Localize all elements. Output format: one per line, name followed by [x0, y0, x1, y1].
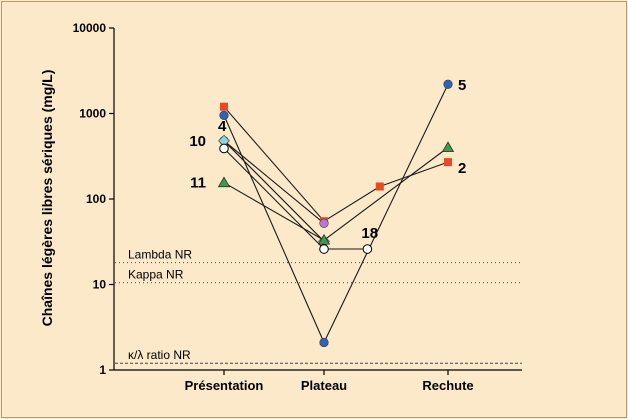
data-point-series-18 — [362, 244, 373, 254]
y-tick-label: 1 — [99, 363, 106, 377]
data-point-series-18 — [319, 244, 329, 254]
x-tick-label-pr-sentation: Présentation — [185, 378, 264, 393]
y-tick-labels: 1 10 100 1000 10000 — [73, 21, 114, 377]
reference-label-ratio-nr: κ/λ ratio NR — [128, 348, 191, 362]
series-line-2 — [223, 106, 449, 222]
y-tick-label: 10000 — [73, 21, 107, 35]
point-labels: 5 2 10 4 11 18 — [189, 77, 466, 242]
x-tick-label-rechute: Rechute — [422, 378, 473, 393]
series-line-10 — [223, 140, 325, 224]
y-tick-label: 100 — [86, 192, 106, 206]
data-point-series-11 — [217, 176, 231, 188]
x-tick-labels: Présentation Plateau Rechute — [185, 370, 474, 393]
point-label-5: 5 — [458, 77, 466, 94]
data-point-series-11 — [317, 233, 331, 245]
series-line-11 — [223, 147, 449, 241]
y-tick-label: 1000 — [79, 107, 106, 121]
y-axis-label: Chaînes légères libres sériques (mg/L) — [39, 70, 55, 327]
data-point-series-2 — [444, 158, 452, 167]
point-label-18: 18 — [361, 225, 378, 242]
data-point-series-2 — [375, 182, 384, 191]
point-label-11: 11 — [190, 175, 206, 192]
data-point-series-5 — [319, 337, 329, 348]
point-label-4: 4 — [218, 118, 227, 135]
reference-lines: Lambda NR Kappa NR κ/λ ratio NR — [115, 248, 522, 364]
data-point-series-2 — [220, 102, 228, 111]
x-tick-label-plateau: Plateau — [301, 378, 347, 393]
data-point-series-18 — [219, 143, 229, 154]
series-lines — [223, 83, 449, 344]
point-label-2: 2 — [458, 160, 466, 177]
data-point-series-10 — [319, 218, 329, 228]
series-line-4 — [223, 140, 325, 242]
data-point-series-11 — [441, 141, 455, 152]
point-label-10: 10 — [189, 133, 206, 150]
y-tick-label: 10 — [93, 278, 107, 292]
data-point-series-5 — [219, 110, 229, 121]
series-markers — [217, 79, 455, 348]
data-point-series-5 — [443, 79, 453, 89]
reference-label-lambda-nr: Lambda NR — [128, 248, 192, 262]
reference-label-kappa-nr: Kappa NR — [128, 268, 184, 282]
